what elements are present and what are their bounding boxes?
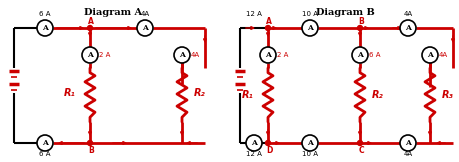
Text: 4A: 4A (438, 52, 447, 58)
Circle shape (357, 140, 362, 145)
Text: 4A: 4A (403, 151, 412, 157)
Circle shape (259, 47, 275, 63)
Circle shape (82, 47, 98, 63)
Text: 6 A: 6 A (39, 11, 50, 17)
Text: R₂: R₂ (194, 88, 205, 98)
Text: A: A (42, 24, 48, 32)
Text: R₂: R₂ (371, 90, 383, 100)
Text: R₁: R₁ (64, 88, 76, 98)
Text: A: A (264, 51, 270, 59)
Text: B: B (88, 146, 94, 155)
Text: 4A: 4A (190, 52, 200, 58)
Circle shape (37, 135, 53, 151)
Circle shape (421, 47, 437, 63)
Text: 4A: 4A (140, 11, 149, 17)
Circle shape (265, 140, 270, 145)
Text: 6 A: 6 A (368, 52, 380, 58)
Circle shape (87, 25, 92, 30)
Circle shape (137, 20, 153, 36)
Text: 10 A: 10 A (302, 151, 317, 157)
Text: A: A (265, 17, 271, 26)
Circle shape (357, 25, 362, 30)
Text: 6 A: 6 A (39, 151, 50, 157)
Text: Diagram A: Diagram A (84, 8, 142, 17)
Text: 12 A: 12 A (246, 11, 261, 17)
Text: A: A (404, 139, 410, 147)
Circle shape (174, 47, 190, 63)
Text: A: A (426, 51, 432, 59)
Text: Diagram B: Diagram B (315, 8, 374, 17)
Circle shape (302, 20, 317, 36)
Text: B: B (358, 17, 363, 26)
Text: R₁: R₁ (241, 90, 253, 100)
Circle shape (351, 47, 367, 63)
Text: 12 A: 12 A (246, 151, 261, 157)
Text: A: A (87, 51, 93, 59)
Text: A: A (251, 139, 257, 147)
Text: 2 A: 2 A (99, 52, 110, 58)
Text: A: A (42, 139, 48, 147)
Text: A: A (142, 24, 148, 32)
Text: 2 A: 2 A (276, 52, 288, 58)
Text: A: A (404, 24, 410, 32)
Text: A: A (179, 51, 185, 59)
Circle shape (399, 20, 415, 36)
Text: C: C (358, 146, 363, 155)
Circle shape (87, 140, 92, 145)
Text: A: A (307, 24, 312, 32)
Text: A: A (307, 139, 312, 147)
Text: A: A (356, 51, 362, 59)
Circle shape (37, 20, 53, 36)
Text: A: A (88, 17, 94, 26)
Circle shape (265, 25, 270, 30)
Circle shape (399, 135, 415, 151)
Text: 4A: 4A (403, 11, 412, 17)
Text: D: D (265, 146, 272, 155)
Text: 10 A: 10 A (302, 11, 317, 17)
Circle shape (302, 135, 317, 151)
Circle shape (246, 135, 262, 151)
Text: R₃: R₃ (441, 90, 453, 100)
